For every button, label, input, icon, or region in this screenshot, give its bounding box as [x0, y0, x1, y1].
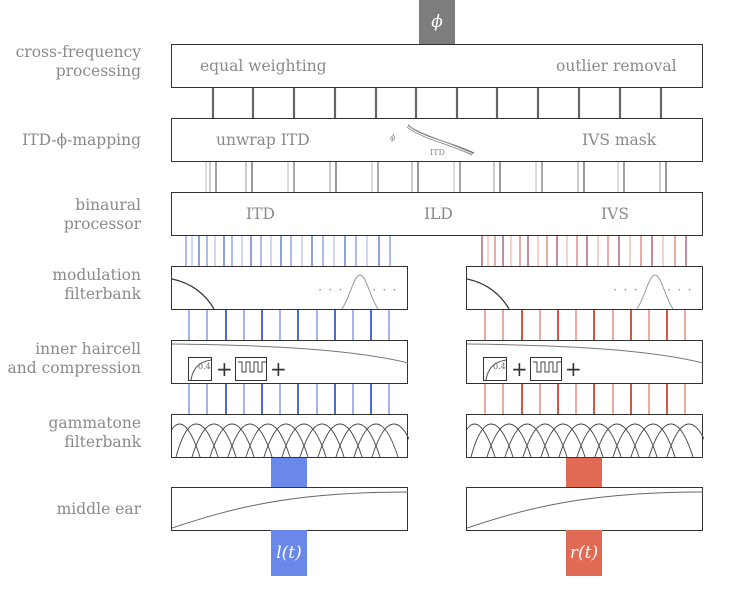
- phi-symbol: ϕ: [431, 12, 443, 32]
- left-gammatone-to-haircell-connectors: [188, 383, 390, 415]
- right-plus-2: +: [565, 357, 582, 381]
- right-modulation-lowpass-curve: [467, 274, 674, 310]
- cross-frequency-label-line1: cross-frequency: [15, 43, 141, 61]
- right-gammatone-to-haircell-connectors: [484, 383, 686, 415]
- binaural-ild-text: ILD: [424, 205, 453, 223]
- right-middle-ear-curve: [467, 491, 704, 529]
- right-input-label: r(t): [569, 543, 599, 563]
- gammatone-label-line1: gammatone: [48, 414, 141, 432]
- left-envelope-pulses: [238, 361, 266, 373]
- left-gammatone-filterbank-box: [171, 414, 409, 458]
- cross-frequency-label-line2: processing: [55, 62, 141, 80]
- right-modulation-filterbank-box: · · · · · ·: [466, 266, 703, 310]
- left-gammatone-filters: [172, 423, 409, 458]
- itd-mapping-label-text: ITD-ϕ-mapping: [22, 131, 141, 149]
- right-compression-curve: [485, 359, 507, 381]
- binaural-itd-text: ITD: [246, 205, 275, 223]
- right-envelope-pulses: [533, 361, 561, 373]
- cross-frequency-connectors: [211, 87, 663, 119]
- left-haircell-to-modulation-connectors: [188, 309, 390, 341]
- right-compression-exponent: 0.4: [493, 362, 506, 371]
- left-input-label: l(t): [276, 543, 302, 563]
- right-haircell-lowpass-curve: [467, 343, 704, 364]
- outlier-removal-text: outlier removal: [556, 57, 677, 75]
- left-haircell-lowpass-curve: [172, 343, 409, 364]
- gammatone-label-line2: filterbank: [64, 433, 141, 451]
- itd-curve-axis-label: ITD: [430, 148, 445, 157]
- itd-mapping-label: ITD-ϕ-mapping: [0, 131, 141, 150]
- left-modulation-lowpass-curve: [172, 274, 379, 310]
- right-haircell-box: 0.4 + +: [466, 340, 704, 384]
- binaural-label-line2: processor: [63, 215, 141, 233]
- ivs-mask-text: IVS mask: [582, 131, 657, 149]
- left-compression-curve: [190, 359, 212, 381]
- right-haircell-to-modulation-connectors: [484, 309, 686, 341]
- cross-frequency-box: equal weighting outlier removal: [171, 44, 703, 88]
- equal-weighting-text: equal weighting: [200, 57, 327, 75]
- right-compression-icon: 0.4: [483, 357, 507, 381]
- right-envelope-icon: [530, 357, 562, 381]
- left-signal-block: [271, 458, 307, 488]
- left-modulation-dots-a: · · ·: [318, 283, 344, 298]
- left-middle-ear-box: [171, 487, 409, 531]
- left-input-signal: l(t): [271, 530, 307, 576]
- cross-frequency-label: cross-frequency processing: [0, 43, 141, 81]
- left-compression-icon: 0.4: [188, 357, 212, 381]
- left-modulation-to-binaural-connectors: [185, 235, 391, 267]
- right-modulation-dots-b: · · ·: [667, 283, 693, 298]
- itd-phi-curve: [406, 124, 475, 156]
- itd-mapping-connectors: [205, 161, 667, 193]
- unwrap-itd-text: unwrap ITD: [216, 131, 310, 149]
- right-plus-1: +: [511, 357, 528, 381]
- binaural-ivs-text: IVS: [601, 205, 629, 223]
- binaural-processor-box: ITD ILD IVS: [171, 192, 703, 236]
- left-modulation-dots-b: · · ·: [372, 283, 398, 298]
- haircell-label-line2: and compression: [7, 359, 141, 377]
- modulation-label-line2: filterbank: [64, 285, 141, 303]
- middle-ear-label: middle ear: [0, 500, 141, 519]
- haircell-label: inner haircell and compression: [0, 340, 141, 378]
- haircell-label-line1: inner haircell: [35, 340, 141, 358]
- itd-curve-phi-label: ϕ: [390, 133, 396, 142]
- middle-ear-label-text: middle ear: [56, 500, 141, 518]
- right-signal-block: [566, 458, 602, 488]
- right-middle-ear-box: [466, 487, 704, 531]
- binaural-label-line1: binaural: [75, 196, 141, 214]
- left-middle-ear-curve: [172, 491, 409, 529]
- right-input-signal: r(t): [566, 530, 602, 576]
- itd-phi-mapping-box: unwrap ITD IVS mask ϕ ITD: [171, 118, 703, 162]
- left-modulation-filterbank-box: · · · · · ·: [171, 266, 408, 310]
- left-haircell-box: 0.4 + +: [171, 340, 409, 384]
- left-plus-2: +: [270, 357, 287, 381]
- right-modulation-dots-a: · · ·: [613, 283, 639, 298]
- binaural-processor-label: binaural processor: [0, 196, 141, 234]
- modulation-label-line1: modulation: [52, 266, 141, 284]
- left-envelope-icon: [235, 357, 267, 381]
- left-plus-1: +: [216, 357, 233, 381]
- right-gammatone-filterbank-box: [466, 414, 704, 458]
- gammatone-label: gammatone filterbank: [0, 414, 141, 452]
- phi-output-box: ϕ: [419, 0, 455, 44]
- modulation-filterbank-label: modulation filterbank: [0, 266, 141, 304]
- right-gammatone-filters: [467, 423, 704, 458]
- left-compression-exponent: 0.4: [198, 362, 211, 371]
- right-modulation-to-binaural-connectors: [481, 235, 687, 267]
